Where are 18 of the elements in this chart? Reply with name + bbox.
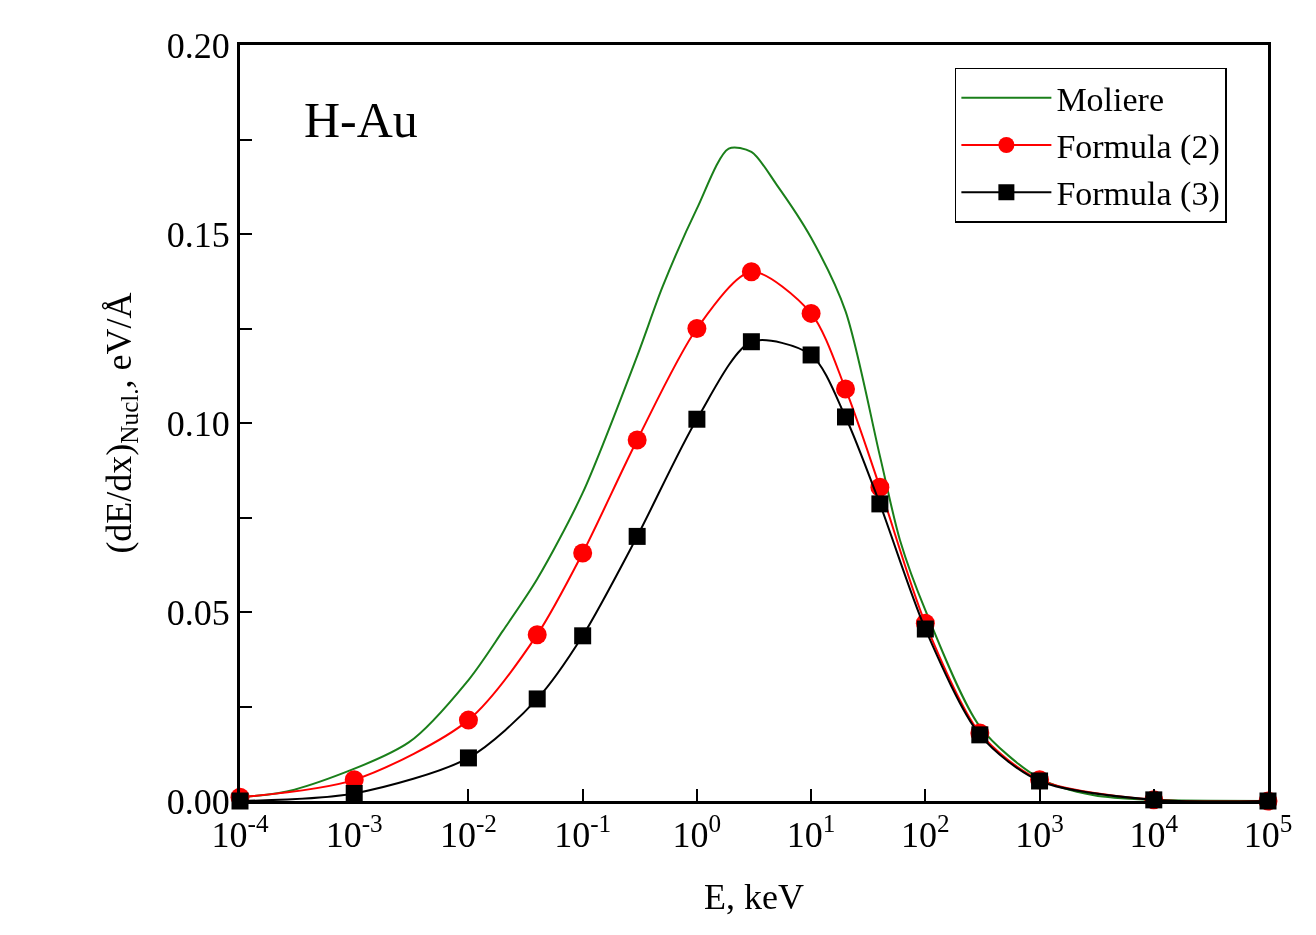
x-tick-label: 10$^{2}$	[901, 810, 950, 856]
x-tick-label: 10$^{4}$	[1129, 810, 1179, 856]
legend-label: Formula (3)	[1056, 175, 1220, 214]
x-axis-title: E, keV	[704, 876, 804, 917]
x-tick-label: 10$^{5}$	[1243, 810, 1293, 856]
x-tick-label: 10$^{-1}$	[554, 810, 612, 856]
y-tick-label: 0.20	[166, 25, 230, 66]
x-tick-label: 10$^{-3}$	[325, 810, 383, 856]
x-tick-label: 10$^{-2}$	[439, 810, 497, 856]
x-tick-label: 10$^{3}$	[1015, 810, 1064, 856]
y-tick-label: 0.10	[166, 403, 230, 444]
annotation: H-Au	[304, 92, 418, 148]
legend-label: Formula (2)	[1056, 128, 1220, 167]
y-tick-label: 0.05	[166, 592, 230, 633]
x-tick-label: 10$^{1}$	[786, 810, 836, 856]
legend-label: Moliere	[1056, 81, 1165, 119]
y-tick-label: 0.15	[166, 214, 230, 255]
x-tick-label: 10$^{0}$	[672, 810, 722, 856]
